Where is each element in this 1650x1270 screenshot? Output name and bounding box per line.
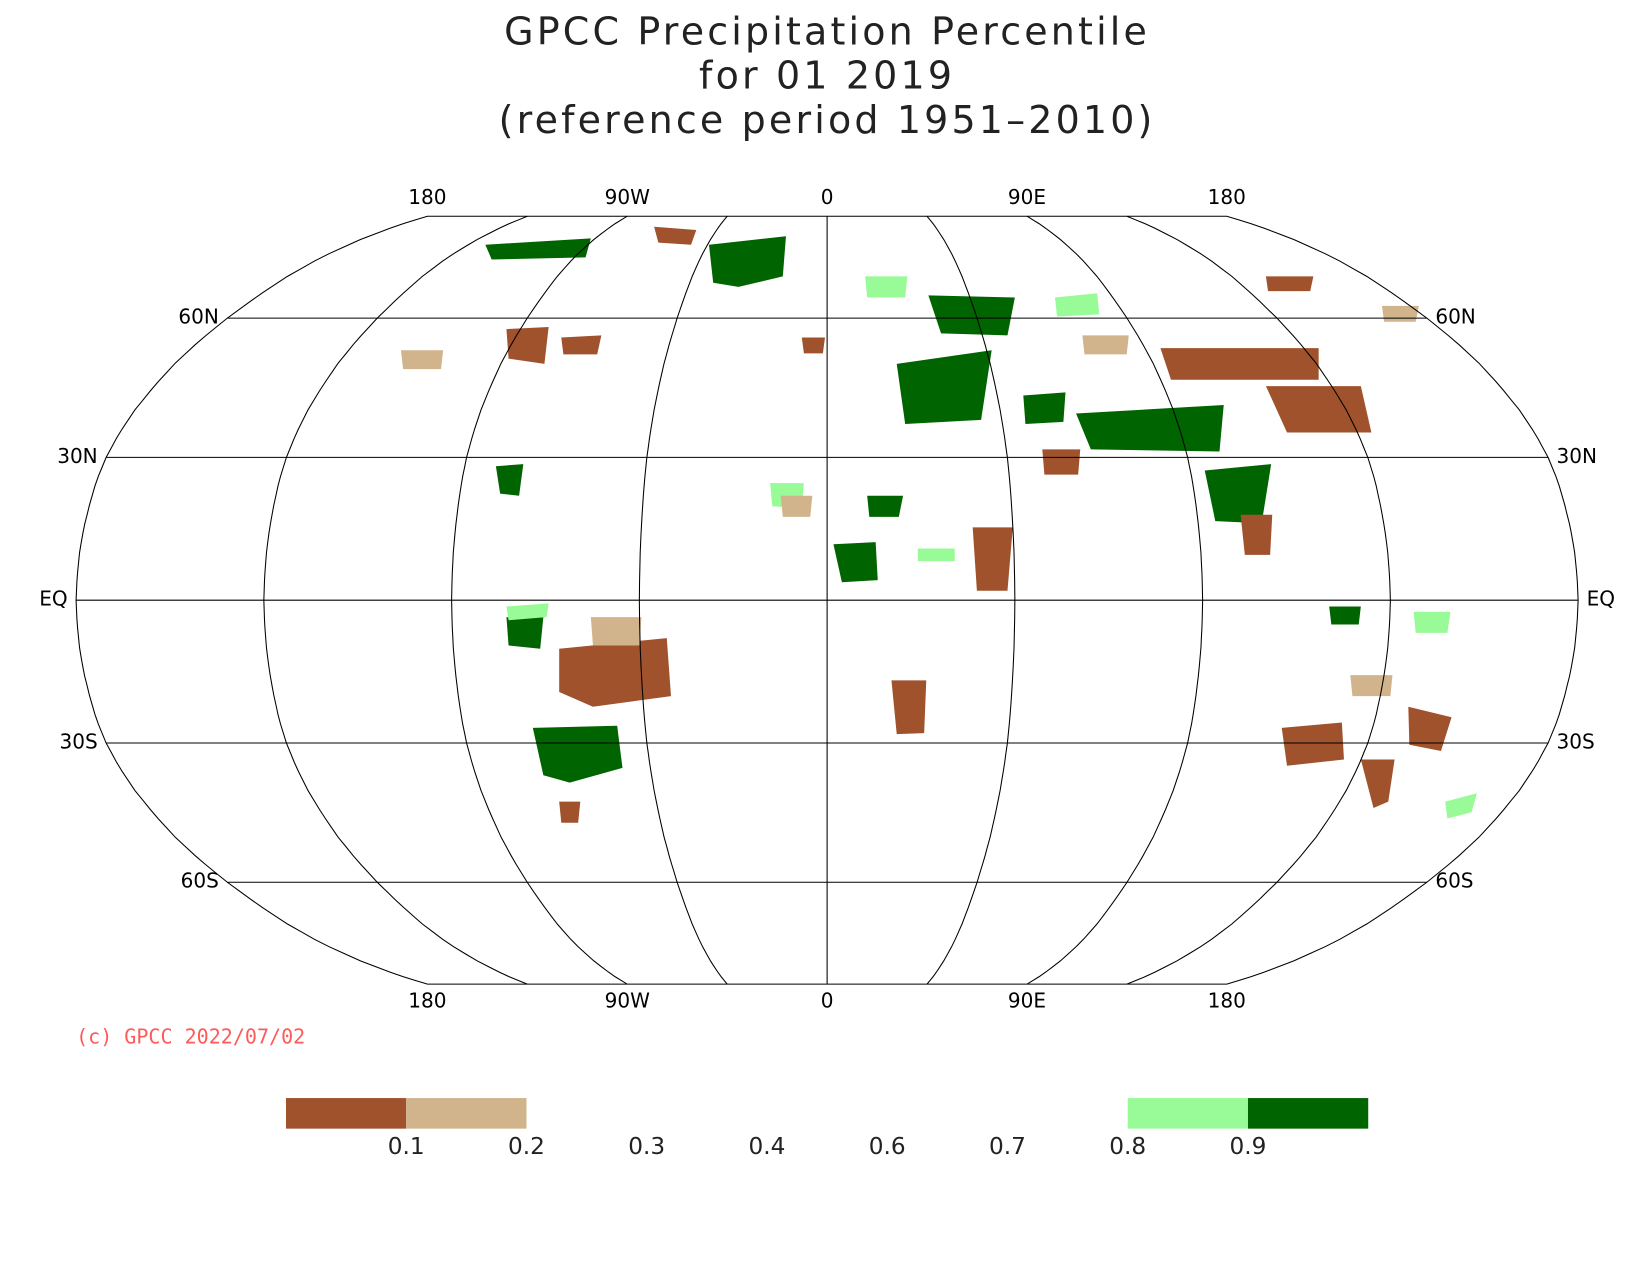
map-outline	[75, 215, 1579, 985]
lat-label: 30N	[1557, 444, 1597, 468]
legend-swatch	[1127, 1098, 1248, 1129]
legend-tick-label: 0.9	[1230, 1133, 1267, 1160]
title-line: for 01 2019	[699, 54, 955, 98]
lon-label: 90W	[605, 989, 650, 1013]
lon-label: 0	[821, 185, 834, 209]
legend-tick-label: 0.4	[749, 1133, 786, 1160]
patch-very-wet	[485, 236, 1361, 783]
legend-swatch	[406, 1098, 527, 1129]
lat-label: 30N	[57, 444, 97, 468]
legend-tick-label: 0.3	[628, 1133, 665, 1160]
lon-label: 0	[821, 989, 834, 1013]
lat-label: EQ	[1587, 587, 1615, 611]
lat-label: 60S	[1435, 869, 1473, 893]
title-line: GPCC Precipitation Percentile	[504, 9, 1150, 53]
copyright: (c) GPCC 2022/07/02	[76, 1024, 305, 1048]
lat-label: EQ	[39, 587, 67, 611]
legend-tick-label: 0.1	[388, 1133, 425, 1160]
lon-label: 180	[408, 185, 446, 209]
lon-label: 180	[408, 989, 446, 1013]
lon-label: 180	[1208, 185, 1246, 209]
patch-dry	[400, 305, 1419, 697]
lat-label: 60N	[1435, 305, 1475, 329]
legend-tick-label: 0.8	[1109, 1133, 1146, 1160]
lon-label: 90W	[605, 185, 650, 209]
patch-wet	[506, 276, 1477, 819]
graticule: 60N 60N 30N 30N EQ EQ 30S 30S 60S 60S 180 180 90W 90W…	[39, 185, 1615, 1013]
legend-tick-label: 0.2	[508, 1133, 545, 1160]
legend: 0.1 0.2 0.3 0.4 0.6 0.7 0.8 0.9	[285, 1098, 1369, 1160]
lon-label: 180	[1208, 989, 1246, 1013]
lat-label: 60N	[178, 305, 218, 329]
legend-tick-label: 0.7	[989, 1133, 1026, 1160]
lat-label: 60S	[181, 869, 219, 893]
title-line: (reference period 1951–2010)	[499, 98, 1156, 142]
lat-label: 30S	[1557, 730, 1595, 754]
percentile-patches	[400, 226, 1477, 823]
patch-very-dry	[506, 226, 1452, 823]
legend-swatch	[1247, 1098, 1369, 1129]
legend-swatch	[285, 1098, 407, 1129]
lon-label: 90E	[1008, 989, 1046, 1013]
legend-tick-label: 0.6	[869, 1133, 906, 1160]
lat-label: 30S	[59, 730, 97, 754]
lon-label: 90E	[1008, 185, 1046, 209]
